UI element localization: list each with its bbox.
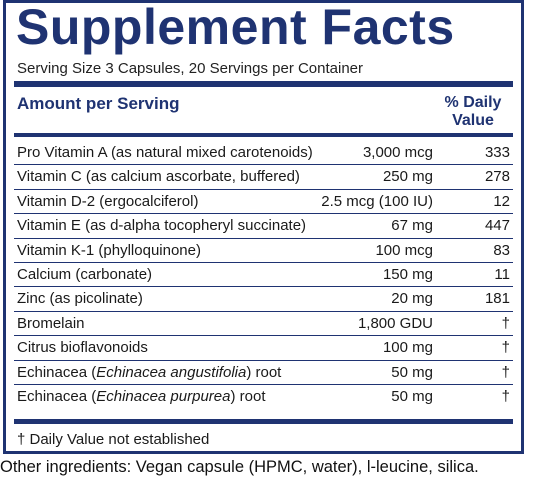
nutrient-row: Calcium (carbonate) 150 mg 11: [14, 263, 513, 288]
nutrient-daily-value: 447: [484, 217, 510, 235]
nutrient-daily-value: 12: [493, 192, 510, 210]
amount-per-serving-header: Amount per Serving: [17, 94, 180, 113]
supplement-facts-panel: Supplement Facts Serving Size 3 Capsules…: [3, 0, 524, 454]
nutrient-row: Citrus bioflavonoids 100 mg †: [14, 336, 513, 361]
nutrient-daily-value: 278: [484, 168, 510, 186]
nutrient-name: Vitamin K-1 (phylloquinone): [17, 241, 201, 259]
nutrient-amount: 250 mg: [382, 168, 433, 186]
nutrient-daily-value: 11: [494, 265, 510, 283]
nutrient-name-suffix: ) root: [230, 387, 266, 405]
daily-value-header-line1: % Daily: [444, 94, 502, 111]
nutrient-amount: 1,800 GDU: [357, 314, 433, 332]
nutrient-daily-value: 83: [493, 241, 510, 259]
nutrient-daily-value: †: [501, 314, 510, 332]
other-ingredients: Other ingredients: Vegan capsule (HPMC, …: [0, 458, 479, 476]
nutrient-row: Vitamin K-1 (phylloquinone) 100 mcg 83: [14, 239, 513, 263]
nutrient-table: Pro Vitamin A (as natural mixed caroteno…: [14, 141, 513, 408]
serving-info: Serving Size 3 Capsules, 20 Servings per…: [17, 60, 364, 77]
nutrient-amount: 3,000 mcg: [362, 144, 433, 161]
nutrient-amount: 150 mg: [382, 265, 433, 283]
divider-thick: [14, 81, 513, 87]
panel-title: Supplement Facts: [16, 0, 455, 55]
nutrient-daily-value: 333: [484, 144, 510, 161]
nutrient-name: Zinc (as picolinate): [17, 290, 143, 308]
nutrient-name: Bromelain: [17, 314, 85, 332]
divider-footer: [14, 419, 513, 424]
nutrient-amount: 50 mg: [391, 387, 433, 405]
nutrient-amount: 100 mg: [382, 339, 433, 357]
nutrient-name-prefix: Echinacea (: [17, 387, 97, 405]
nutrient-amount: 2.5 mcg (100 IU): [321, 192, 433, 210]
nutrient-row: Vitamin E (as d-alpha tocopheryl succina…: [14, 214, 513, 239]
daily-value-header-line2: Value: [452, 112, 494, 129]
nutrient-daily-value: †: [501, 387, 510, 405]
nutrient-daily-value: †: [501, 363, 510, 381]
nutrient-amount: 50 mg: [391, 363, 433, 381]
nutrient-name-suffix: ) root: [246, 363, 282, 381]
nutrient-row: Echinacea (Echinacea angustifolia) root …: [14, 361, 513, 385]
nutrient-daily-value: †: [501, 339, 510, 357]
nutrient-row: Vitamin C (as calcium ascorbate, buffere…: [14, 165, 513, 190]
divider-header: [14, 133, 513, 137]
nutrient-row: Zinc (as picolinate) 20 mg 181: [14, 287, 513, 312]
nutrient-amount: 20 mg: [391, 290, 433, 308]
nutrient-row: Echinacea (Echinacea purpurea) root 50 m…: [14, 385, 513, 408]
nutrient-name: Citrus bioflavonoids: [17, 339, 148, 357]
nutrient-name: Vitamin C (as calcium ascorbate, buffere…: [17, 168, 300, 186]
nutrient-row: Pro Vitamin A (as natural mixed caroteno…: [14, 141, 513, 166]
nutrient-name: Pro Vitamin A (as natural mixed caroteno…: [17, 144, 313, 161]
daily-value-header: % Daily Value: [438, 94, 508, 130]
daily-value-footnote: † Daily Value not established: [17, 431, 210, 448]
nutrient-name-prefix: Echinacea (: [17, 363, 97, 381]
nutrient-amount: 100 mcg: [375, 241, 433, 259]
nutrient-daily-value: 181: [484, 290, 510, 308]
nutrient-row: Vitamin D-2 (ergocalciferol) 2.5 mcg (10…: [14, 190, 513, 215]
nutrient-name: Calcium (carbonate): [17, 265, 153, 283]
nutrient-name-species: Echinacea purpurea: [96, 387, 231, 405]
nutrient-row: Bromelain 1,800 GDU †: [14, 312, 513, 337]
nutrient-name: Vitamin E (as d-alpha tocopheryl succina…: [17, 217, 307, 235]
nutrient-name: Vitamin D-2 (ergocalciferol): [17, 192, 199, 210]
nutrient-name: Echinacea (Echinacea purpurea) root: [17, 388, 266, 405]
nutrient-amount: 67 mg: [391, 217, 433, 235]
nutrient-name-species: Echinacea angustifolia: [96, 363, 247, 381]
nutrient-name: Echinacea (Echinacea angustifolia) root: [17, 364, 281, 381]
